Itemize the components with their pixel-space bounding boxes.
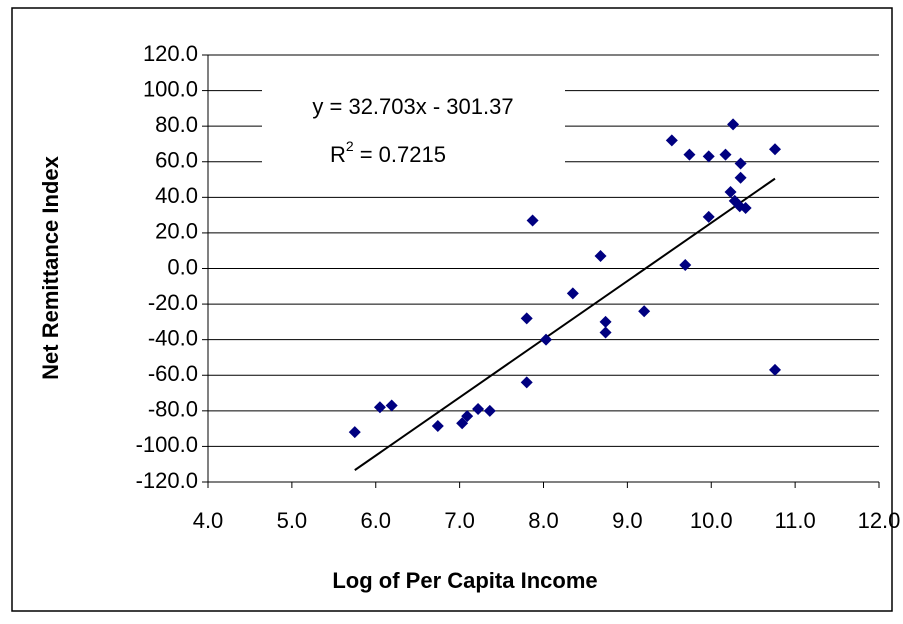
x-axis-title: Log of Per Capita Income	[332, 568, 597, 593]
x-tick-label: 9.0	[612, 508, 643, 533]
point	[702, 210, 715, 223]
y-axis-title: Net Remittance Index	[38, 155, 63, 379]
point	[665, 134, 678, 147]
point	[727, 118, 740, 131]
y-tick-label: -60.0	[148, 361, 198, 386]
point	[599, 326, 612, 339]
y-tick-label: 80.0	[155, 112, 198, 137]
x-tick-label: 6.0	[360, 508, 391, 533]
y-tick-label: 120.0	[143, 41, 198, 66]
point	[520, 312, 533, 325]
x-tick-label: 12.0	[858, 508, 901, 533]
point	[520, 376, 533, 389]
point	[768, 143, 781, 156]
r-label: R	[330, 142, 346, 167]
point	[724, 185, 737, 198]
x-tick-label: 11.0	[775, 508, 816, 533]
point	[483, 404, 496, 417]
x-tick-label: 4.0	[193, 508, 224, 533]
r-exponent: 2	[346, 138, 354, 154]
point	[373, 401, 386, 414]
y-tick-label: 20.0	[155, 219, 198, 244]
trendline	[354, 177, 776, 471]
point	[768, 363, 781, 376]
y-tick-label: 100.0	[143, 76, 198, 101]
equation: y = 32.703x - 301.37	[312, 94, 513, 119]
point	[472, 403, 485, 416]
point	[461, 410, 474, 423]
point	[594, 250, 607, 263]
point	[348, 426, 361, 439]
point	[679, 258, 692, 271]
point	[526, 214, 539, 227]
point	[540, 333, 553, 346]
y-tick-label: -100.0	[136, 432, 198, 457]
r-value: = 0.7215	[360, 142, 446, 167]
equation-box	[262, 88, 565, 180]
x-tick-label: 10.0	[690, 508, 733, 533]
y-tick-label: -20.0	[148, 290, 198, 315]
point	[702, 150, 715, 163]
point	[456, 417, 469, 430]
r-squared: R2 = 0.7215	[330, 138, 446, 167]
y-tick-label: 60.0	[155, 148, 198, 173]
x-tick-label: 8.0	[528, 508, 559, 533]
point	[566, 287, 579, 300]
x-tick-label: 7.0	[444, 508, 475, 533]
y-tick-label: -40.0	[148, 325, 198, 350]
y-tick-label: 0.0	[167, 254, 198, 279]
point	[638, 305, 651, 318]
grid	[202, 54, 880, 488]
point	[431, 419, 444, 432]
point	[739, 202, 752, 215]
y-tick-label: 40.0	[155, 183, 198, 208]
point	[683, 148, 696, 161]
y-tick-label: -80.0	[148, 397, 198, 422]
point	[385, 399, 398, 412]
point	[734, 171, 747, 184]
y-tick-label: -120.0	[136, 468, 198, 493]
x-tick-label: 5.0	[277, 508, 308, 533]
point	[599, 315, 612, 328]
point	[734, 157, 747, 170]
point	[719, 148, 732, 161]
